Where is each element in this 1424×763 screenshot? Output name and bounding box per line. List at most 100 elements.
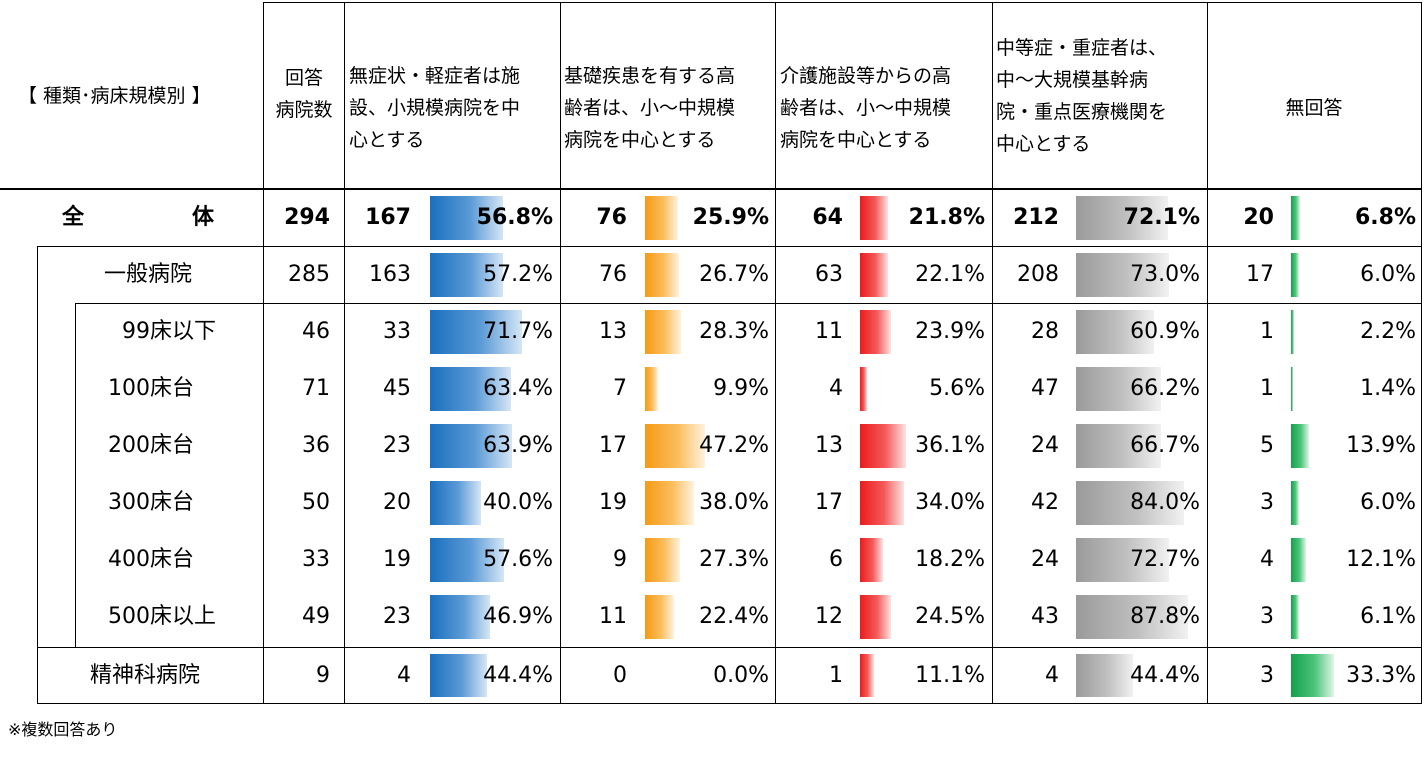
percent-option3: 36.1% <box>915 433 985 458</box>
bar-option1 <box>430 196 503 240</box>
percent-option2: 9.9% <box>713 376 769 401</box>
indent-border-level2 <box>75 303 76 647</box>
bar-option4 <box>1076 595 1189 639</box>
option2-header: 基礎疾患を有する高 齢者は、小～中規模 病院を中心とする <box>564 60 735 156</box>
bar-option2 <box>645 595 674 639</box>
count-option3: 4 <box>829 376 843 401</box>
percent-option2: 28.3% <box>699 319 769 344</box>
category-header: 【 種類･病床規模別 】 <box>18 85 211 107</box>
percent-option5: 2.2% <box>1360 319 1416 344</box>
bar-option5 <box>1291 481 1299 525</box>
bar-option3 <box>860 196 888 240</box>
count-option2: 0 <box>613 662 627 688</box>
column-border <box>1421 2 1422 704</box>
option1-header: 無症状・軽症者は施 設、小規模病院を中 心とする <box>349 60 520 156</box>
bar-option5 <box>1291 253 1299 297</box>
percent-option1: 63.4% <box>483 376 553 401</box>
bar-option1 <box>430 595 491 639</box>
bar-option3 <box>860 654 875 697</box>
bar-option1 <box>430 424 512 468</box>
count-option4: 212 <box>1013 205 1059 230</box>
percent-option5: 6.0% <box>1360 262 1416 287</box>
count-option5: 5 <box>1260 433 1274 458</box>
count-option2: 76 <box>596 205 627 230</box>
percent-option4: 84.0% <box>1130 490 1200 515</box>
count-option4: 47 <box>1031 376 1059 401</box>
percent-option4: 66.2% <box>1130 376 1200 401</box>
count-option3: 63 <box>815 262 843 287</box>
percent-option1: 44.4% <box>483 662 553 688</box>
respondent-count: 50 <box>302 490 330 515</box>
option4-header-line4: 中心とする <box>996 133 1091 155</box>
option3-header-line1: 介護施設等からの高 <box>780 65 952 87</box>
column-border <box>1207 2 1208 704</box>
percent-option5: 6.1% <box>1360 604 1416 629</box>
percent-option4: 87.8% <box>1130 604 1200 629</box>
count-option5: 1 <box>1260 319 1274 344</box>
count-option4: 42 <box>1031 490 1059 515</box>
percent-option4: 44.4% <box>1130 662 1200 688</box>
percent-option1: 57.6% <box>483 547 553 572</box>
option2-header-line3: 病院を中心とする <box>564 129 716 151</box>
percent-option4: 60.9% <box>1130 319 1200 344</box>
row-label: 一般病院 <box>104 262 193 287</box>
row-label: 300床台 <box>108 490 194 515</box>
bar-option3 <box>860 424 907 468</box>
respondent-count: 36 <box>302 433 330 458</box>
percent-option5: 6.0% <box>1360 490 1416 515</box>
count-option4: 24 <box>1031 433 1059 458</box>
count-option5: 1 <box>1260 376 1274 401</box>
row-label: 500床以上 <box>108 604 216 629</box>
respondents-header-line2: 病院数 <box>275 99 333 121</box>
count-option3: 17 <box>815 490 843 515</box>
option4-header: 中等症・重症者は、 中～大規模基幹病 院・重点医療機関を 中心とする <box>996 32 1167 160</box>
count-option5: 3 <box>1260 662 1274 688</box>
column-border <box>263 2 264 704</box>
bar-option3 <box>860 310 891 354</box>
percent-option3: 23.9% <box>915 319 985 344</box>
percent-option2: 25.9% <box>692 205 769 230</box>
option3-header-line2: 齢者は、小～中規模 <box>780 97 952 119</box>
row-border-general <box>75 303 1422 304</box>
count-option1: 33 <box>383 319 411 344</box>
bar-option1 <box>430 310 522 354</box>
respondent-count: 46 <box>302 319 330 344</box>
option4-header-line3: 院・重点医療機関を <box>996 101 1168 123</box>
bar-option5 <box>1291 310 1294 354</box>
option3-header-line3: 病院を中心とする <box>780 129 932 151</box>
option2-header-line2: 齢者は、小～中規模 <box>564 97 736 119</box>
percent-option2: 22.4% <box>699 604 769 629</box>
option1-header-line3: 心とする <box>349 129 425 151</box>
bar-option5 <box>1291 196 1300 240</box>
bar-option2 <box>645 538 680 582</box>
bar-option4 <box>1076 424 1162 468</box>
footnote: ※複数回答あり <box>8 720 118 739</box>
count-option4: 24 <box>1031 547 1059 572</box>
bar-option3 <box>860 538 884 582</box>
option2-header-line1: 基礎疾患を有する高 <box>564 65 736 87</box>
bar-option4 <box>1076 253 1170 297</box>
count-option2: 19 <box>599 490 627 515</box>
percent-option5: 13.9% <box>1346 433 1416 458</box>
percent-option1: 46.9% <box>483 604 553 629</box>
respondent-count: 33 <box>302 547 330 572</box>
percent-option3: 5.6% <box>929 376 985 401</box>
bar-option1 <box>430 538 504 582</box>
count-option4: 4 <box>1045 662 1059 688</box>
percent-option5: 33.3% <box>1346 662 1416 688</box>
percent-option3: 22.1% <box>915 262 985 287</box>
column-border <box>775 2 776 704</box>
count-option2: 17 <box>599 433 627 458</box>
row-label: 400床台 <box>108 547 194 572</box>
bar-option4 <box>1076 481 1184 525</box>
count-option3: 64 <box>812 205 843 230</box>
bar-option4 <box>1076 310 1154 354</box>
percent-option2: 27.3% <box>699 547 769 572</box>
option4-header-line2: 中～大規模基幹病 <box>996 69 1149 91</box>
percent-option3: 34.0% <box>915 490 985 515</box>
bar-option2 <box>645 367 658 411</box>
count-option5: 20 <box>1243 205 1274 230</box>
percent-option4: 66.7% <box>1130 433 1200 458</box>
respondents-header: 回答 病院数 <box>264 62 344 126</box>
percent-option2: 26.7% <box>699 262 769 287</box>
